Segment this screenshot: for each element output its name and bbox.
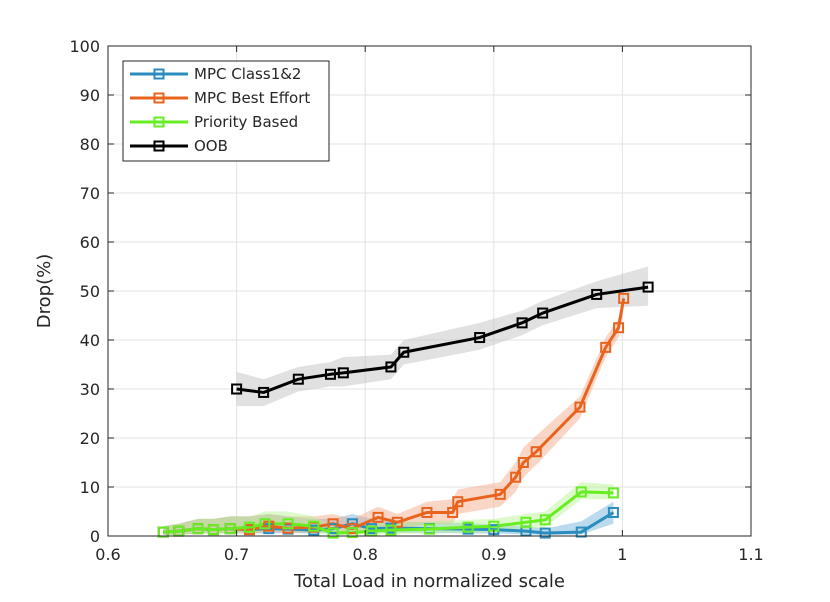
data-point-oob [337,367,349,379]
data-point-priority-based [539,514,551,526]
data-point-mpc-best-effort [618,292,630,304]
band-priority-based [163,482,614,536]
y-tick-label: 0 [90,527,100,546]
data-point-oob [385,361,397,373]
legend-marker-priority-based [153,116,165,128]
data-point-mpc-best-effort [421,506,433,518]
data-point-priority-based [243,521,255,533]
data-point-mpc-best-effort [517,457,529,468]
data-point-priority-based [259,518,271,530]
data-point-mpc-best-effort [447,506,459,518]
data-point-priority-based [224,523,236,535]
data-point-oob [398,346,410,358]
data-point-priority-based [346,527,358,539]
y-axis-label: Drop(%) [34,254,55,328]
series-line-oob [236,285,649,394]
series-markers [157,281,654,539]
data-point-priority-based [520,516,532,528]
data-point-priority-based [424,523,435,535]
data-point-mpc-best-effort [574,401,586,413]
data-point-priority-based [575,486,587,498]
x-tick-label: 1 [617,545,627,564]
legend: MPC Class1&2 MPC Best Effort Priority Base… [122,60,330,162]
data-point-priority-based [308,520,320,532]
data-point-mpc-best-effort [510,471,522,483]
data-point-priority-based [157,526,169,538]
y-tick-label: 80 [80,135,100,154]
x-tick-label: 0.7 [224,545,249,564]
data-point-oob [231,383,243,395]
x-tick-label: 0.8 [352,545,377,564]
data-point-oob [258,386,270,398]
data-point-priority-based [282,518,294,530]
band-mpc-best-effort [163,288,624,536]
data-point-mpc-best-effort [372,511,384,523]
data-point-oob [537,307,549,319]
data-point-mpc-best-effort [391,516,403,528]
y-tick-label: 70 [80,184,100,203]
data-point-priority-based [607,487,619,499]
y-tick-label: 20 [80,429,100,448]
data-point-mpc-best-effort [600,341,612,353]
x-tick-label: 0.6 [95,545,120,564]
x-axis-label: Total Load in normalized scale [293,571,565,592]
data-point-oob [591,288,603,300]
legend-label-oob: OOB [194,137,228,155]
legend-label-mpc-class1-2: MPC Class1&2 [194,65,301,83]
data-point-mpc-best-effort [494,488,506,500]
data-point-oob [516,317,528,329]
y-tick-label: 60 [80,233,100,252]
legend-marker-mpc-class1-2 [153,68,165,80]
legend-label-mpc-best-effort: MPC Best Effort [194,89,310,107]
y-tick-label: 100 [69,37,100,56]
data-point-mpc-best-effort [530,446,542,458]
x-axis-ticks: 0.6 0.7 0.8 0.9 1 1.1 [95,46,764,564]
data-point-oob [292,373,304,385]
data-point-oob [474,332,486,344]
data-point-mpc-class1-2 [607,506,619,518]
legend-marker-mpc-best-effort [153,92,165,104]
data-point-mpc-class1-2 [539,527,551,539]
data-point-mpc-best-effort [452,496,464,508]
data-point-priority-based [192,523,204,535]
x-tick-label: 1.1 [738,545,763,564]
y-axis-ticks: 0 10 20 30 40 50 60 70 80 90 100 [69,37,751,546]
y-tick-label: 30 [80,380,100,399]
y-tick-label: 10 [80,478,100,497]
data-point-mpc-class1-2 [575,526,587,538]
y-tick-label: 50 [80,282,100,301]
data-point-priority-based [462,521,474,533]
data-point-priority-based [385,524,397,536]
x-tick-label: 0.9 [481,545,506,564]
y-tick-label: 40 [80,331,100,350]
data-point-priority-based [327,527,339,539]
legend-marker-oob [153,140,165,152]
data-point-mpc-best-effort [613,322,625,334]
grid-lines [108,46,751,536]
data-point-oob [324,368,336,380]
data-point-priority-based [207,524,219,536]
y-tick-label: 90 [80,86,100,105]
legend-label-priority-based: Priority Based [194,113,298,131]
data-point-oob [642,281,654,293]
